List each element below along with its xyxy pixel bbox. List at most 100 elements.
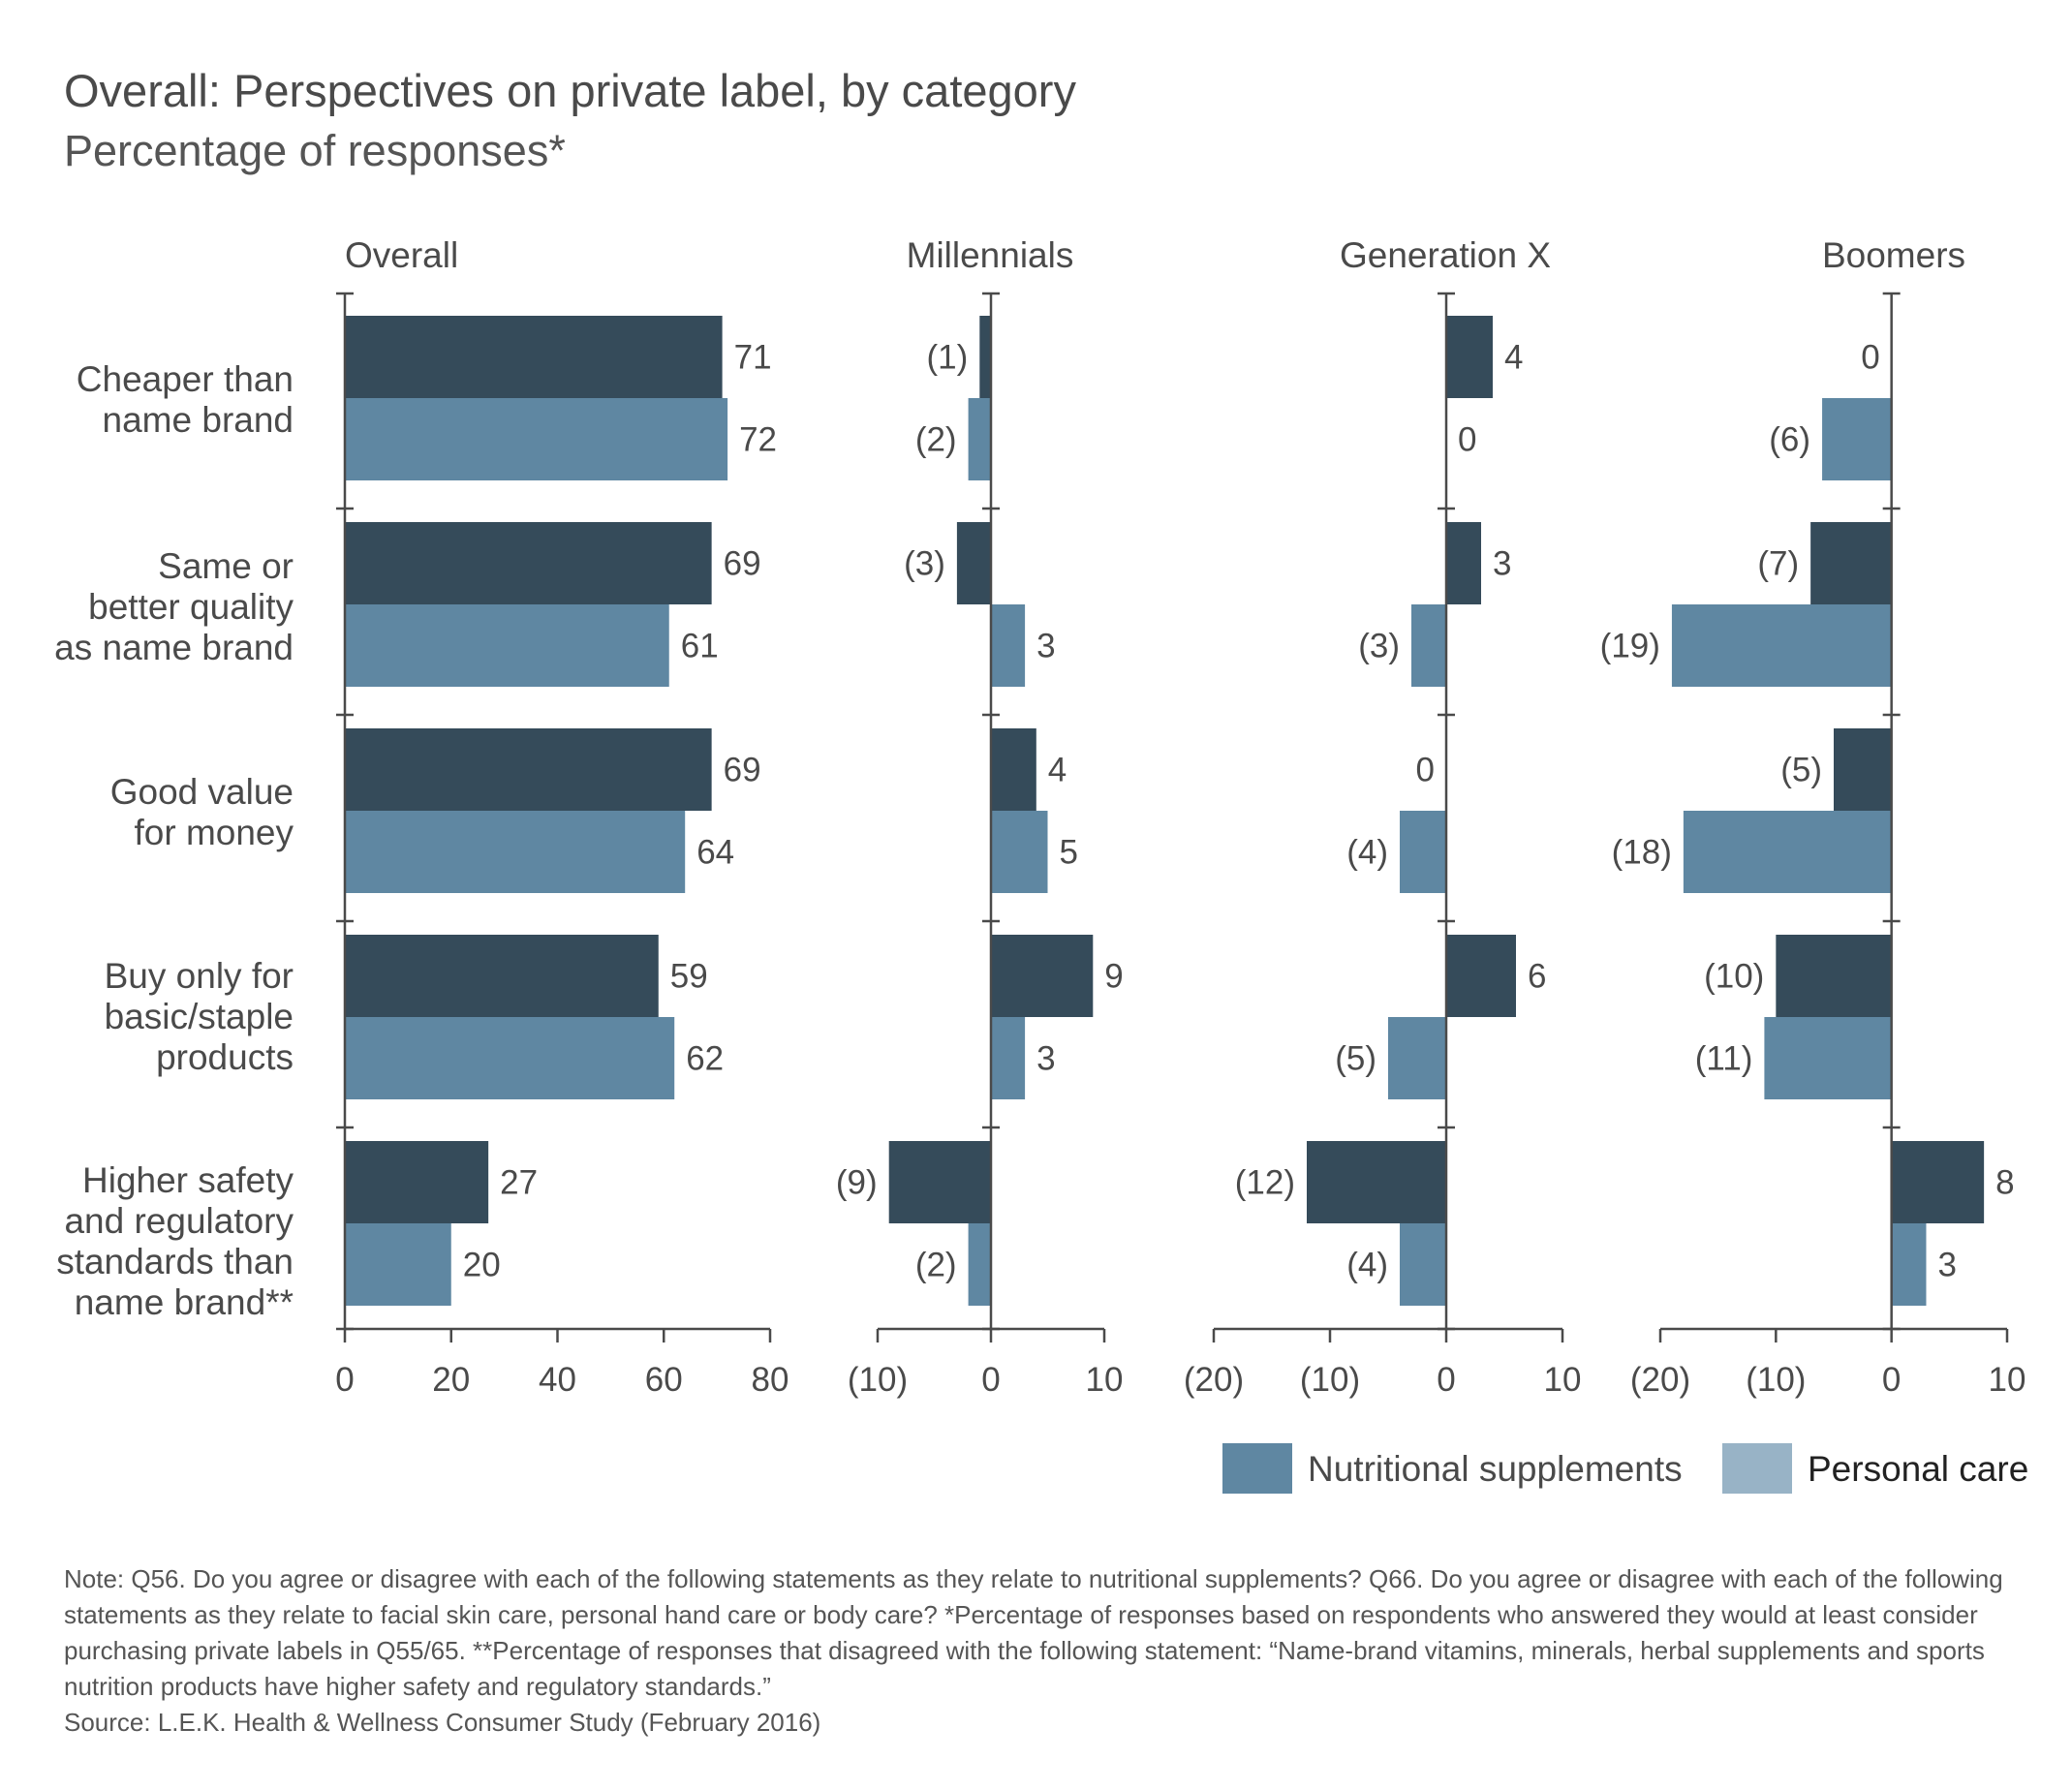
data-label: 3: [1036, 1040, 1055, 1078]
panel-title: Boomers: [1822, 235, 1965, 275]
bar-nutritional-supplements: [991, 935, 1094, 1017]
data-label: 3: [1036, 628, 1055, 665]
x-tick-label: 40: [539, 1361, 576, 1399]
data-label: (3): [1358, 628, 1400, 665]
data-label: 0: [1416, 752, 1435, 789]
data-label: (19): [1600, 628, 1660, 665]
category-label: Same or: [158, 546, 294, 586]
category-label: name brand: [103, 400, 294, 440]
x-tick-label: 10: [1989, 1361, 2026, 1399]
data-label: 69: [724, 545, 761, 583]
x-tick-label: 20: [432, 1361, 470, 1399]
panel-title: Millennials: [907, 235, 1074, 275]
x-tick-label: 0: [1437, 1361, 1455, 1399]
x-tick-label: 80: [752, 1361, 789, 1399]
data-label: 20: [463, 1247, 501, 1284]
bar-nutritional-supplements: [345, 522, 712, 604]
legend-label: Nutritional supplements: [1308, 1449, 1683, 1489]
data-label: 27: [500, 1164, 538, 1202]
data-label: 4: [1048, 752, 1067, 789]
category-label: basic/staple: [105, 997, 294, 1036]
bar-personal-care: [991, 1017, 1026, 1099]
bar-nutritional-supplements: [345, 935, 659, 1017]
bar-personal-care: [1683, 811, 1892, 893]
x-tick-label: (10): [848, 1361, 908, 1399]
bar-nutritional-supplements: [956, 522, 991, 604]
x-tick-label: 0: [981, 1361, 1000, 1399]
bar-personal-care: [1822, 398, 1892, 480]
bar-personal-care: [345, 811, 686, 893]
data-label: 64: [696, 834, 734, 872]
data-label: 3: [1493, 545, 1511, 583]
bar-nutritional-supplements: [1834, 728, 1892, 811]
bar-nutritional-supplements: [888, 1141, 991, 1223]
bar-personal-care: [1764, 1017, 1892, 1099]
category-label: Cheaper than: [77, 359, 294, 399]
data-label: 0: [1861, 339, 1879, 377]
data-label: (3): [904, 545, 945, 583]
bar-nutritional-supplements: [1446, 522, 1481, 604]
x-tick-label: (20): [1630, 1361, 1690, 1399]
data-label: (2): [915, 1247, 957, 1284]
data-label: (11): [1695, 1040, 1753, 1078]
bar-nutritional-supplements: [1776, 935, 1892, 1017]
bar-personal-care: [991, 811, 1048, 893]
footnote: Note: Q56. Do you agree or disagree with…: [64, 1564, 2003, 1701]
bar-personal-care: [1388, 1017, 1446, 1099]
x-tick-label: (20): [1184, 1361, 1244, 1399]
chart-notes: Note: Q56. Do you agree or disagree with…: [64, 1561, 2011, 1741]
data-label: 8: [1995, 1164, 2014, 1202]
data-label: (12): [1235, 1164, 1295, 1202]
data-label: 62: [686, 1040, 724, 1078]
category-label: Buy only for: [105, 956, 294, 996]
data-label: (5): [1780, 752, 1822, 789]
data-label: 61: [681, 628, 719, 665]
bar-nutritional-supplements: [345, 316, 723, 398]
bar-nutritional-supplements: [991, 728, 1036, 811]
bar-nutritional-supplements: [1446, 935, 1516, 1017]
data-label: 59: [670, 958, 708, 996]
bar-nutritional-supplements: [1307, 1141, 1446, 1223]
bar-nutritional-supplements: [979, 316, 991, 398]
x-tick-label: (10): [1300, 1361, 1360, 1399]
bar-personal-care: [968, 398, 991, 480]
data-label: (1): [927, 339, 969, 377]
bar-personal-care: [1411, 604, 1446, 687]
category-label: for money: [134, 813, 294, 852]
data-label: 5: [1060, 834, 1078, 872]
data-label: 3: [1937, 1247, 1956, 1284]
bar-personal-care: [1891, 1223, 1927, 1306]
category-label: name brand**: [75, 1282, 294, 1322]
x-tick-label: 60: [645, 1361, 683, 1399]
bar-personal-care: [345, 1017, 675, 1099]
data-label: 69: [724, 752, 761, 789]
bar-nutritional-supplements: [345, 728, 712, 811]
bar-nutritional-supplements: [1891, 1141, 1985, 1223]
category-label: Higher safety: [82, 1160, 294, 1200]
data-label: (2): [915, 421, 957, 459]
bar-personal-care: [1400, 811, 1446, 893]
data-label: (6): [1769, 421, 1810, 459]
chart-title: Overall: Perspectives on private label, …: [64, 65, 1076, 116]
category-label: better quality: [88, 587, 294, 627]
category-label: standards than: [56, 1242, 294, 1281]
legend-swatch: [1722, 1443, 1792, 1494]
bar-personal-care: [345, 398, 728, 480]
bar-nutritional-supplements: [345, 1141, 489, 1223]
category-label: and regulatory: [64, 1201, 294, 1241]
data-label: (9): [836, 1164, 878, 1202]
x-tick-label: 10: [1086, 1361, 1124, 1399]
data-label: (4): [1346, 1247, 1388, 1284]
chart-subtitle: Percentage of responses*: [64, 126, 566, 175]
data-label: (18): [1612, 834, 1672, 872]
data-label: (10): [1704, 958, 1764, 996]
bar-personal-care: [1671, 604, 1892, 687]
x-tick-label: (10): [1746, 1361, 1806, 1399]
x-tick-label: 0: [1882, 1361, 1901, 1399]
bar-personal-care: [345, 1223, 451, 1306]
data-label: 4: [1504, 339, 1523, 377]
bar-personal-care: [345, 604, 669, 687]
panel-title: Generation X: [1340, 235, 1551, 275]
bar-personal-care: [1400, 1223, 1446, 1306]
